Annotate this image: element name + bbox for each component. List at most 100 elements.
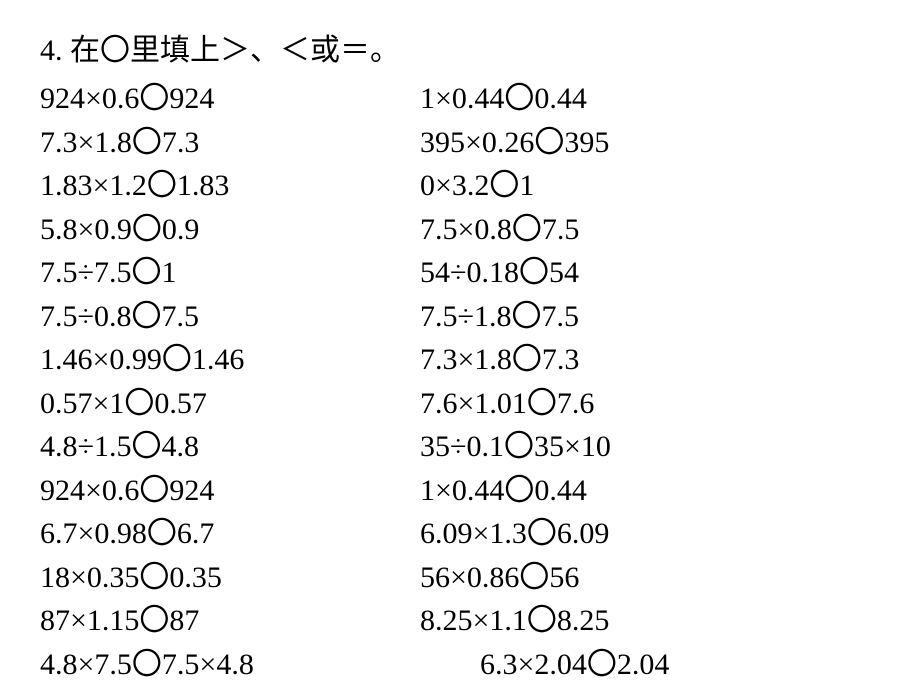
problem-row: 7.5÷0.8〇7.57.5÷1.8〇7.5 (40, 295, 880, 339)
problem-right: 56×0.86〇56 (420, 556, 579, 600)
expression-b: 4.8 (161, 430, 199, 463)
problem-right: 6.09×1.3〇6.09 (420, 512, 609, 556)
expression-a: 4.8÷1.5 (40, 430, 131, 463)
problem-right: 7.6×1.01〇7.6 (420, 382, 594, 426)
expression-b: 6.7 (177, 517, 215, 550)
expression-a: 4.8×7.5 (40, 648, 132, 681)
problem-right: 1×0.44〇0.44 (420, 77, 587, 121)
expression-a: 0.57×1 (40, 387, 124, 420)
problem-right: 7.3×1.8〇7.3 (420, 338, 579, 382)
problem-row: 1.46×0.99〇1.467.3×1.8〇7.3 (40, 338, 880, 382)
comparison-circle: 〇 (139, 556, 169, 600)
comparison-circle: 〇 (527, 382, 557, 426)
expression-a: 924×0.6 (40, 82, 139, 115)
problem-row: 87×1.15〇878.25×1.1〇8.25 (40, 599, 880, 643)
expression-a: 7.6×1.01 (420, 387, 527, 420)
problem-right: 35÷0.1〇35×10 (420, 425, 611, 469)
problem-left: 18×0.35〇0.35 (40, 556, 420, 600)
expression-b: 7.6 (557, 387, 595, 420)
expression-a: 18×0.35 (40, 561, 139, 594)
problem-left: 1.46×0.99〇1.46 (40, 338, 420, 382)
problem-left: 4.8×7.5〇7.5×4.8 (40, 643, 480, 687)
expression-a: 35÷0.1 (420, 430, 504, 463)
problem-right: 0×3.2〇1 (420, 164, 534, 208)
comparison-circle: 〇 (527, 512, 557, 556)
expression-b: 7.5 (541, 300, 579, 333)
comparison-circle: 〇 (131, 251, 161, 295)
expression-a: 1×0.44 (420, 474, 504, 507)
expression-a: 6.3×2.04 (480, 648, 587, 681)
comparison-circle: 〇 (512, 338, 542, 382)
expression-b: 1 (161, 256, 176, 289)
comparison-circle: 〇 (512, 208, 542, 252)
comparison-circle: 〇 (527, 599, 557, 643)
problem-row: 7.3×1.8〇7.3395×0.26〇395 (40, 121, 880, 165)
expression-b: 2.04 (617, 648, 670, 681)
problem-row: 924×0.6〇9241×0.44〇0.44 (40, 77, 880, 121)
comparison-circle: 〇 (139, 469, 169, 513)
expression-a: 7.5÷0.8 (40, 300, 131, 333)
comparison-circle: 〇 (504, 77, 534, 121)
expression-b: 6.09 (557, 517, 610, 550)
expression-b: 87 (169, 604, 199, 637)
problem-row-last: 4.8×7.5〇7.5×4.8 6.3×2.04〇2.04 (40, 643, 880, 687)
comparison-circle: 〇 (132, 121, 162, 165)
expression-b: 395 (564, 126, 609, 159)
problem-left: 7.5÷0.8〇7.5 (40, 295, 420, 339)
comparison-circle: 〇 (139, 77, 169, 121)
problem-row: 4.8÷1.5〇4.835÷0.1〇35×10 (40, 425, 880, 469)
problem-left: 87×1.15〇87 (40, 599, 420, 643)
expression-a: 7.5×0.8 (420, 213, 512, 246)
problem-row: 7.5÷7.5〇154÷0.18〇54 (40, 251, 880, 295)
problem-left: 7.5÷7.5〇1 (40, 251, 420, 295)
expression-a: 924×0.6 (40, 474, 139, 507)
problem-right: 395×0.26〇395 (420, 121, 609, 165)
expression-b: 1.83 (177, 169, 230, 202)
expression-b: 1 (519, 169, 534, 202)
expression-b: 56 (549, 561, 579, 594)
problem-row: 0.57×1〇0.577.6×1.01〇7.6 (40, 382, 880, 426)
expression-a: 56×0.86 (420, 561, 519, 594)
comparison-circle: 〇 (131, 425, 161, 469)
expression-b: 7.3 (162, 126, 200, 159)
problem-right: 6.3×2.04〇2.04 (480, 643, 669, 687)
comparison-circle: 〇 (504, 425, 534, 469)
problem-left: 1.83×1.2〇1.83 (40, 164, 420, 208)
comparison-circle: 〇 (489, 164, 519, 208)
comparison-circle: 〇 (147, 512, 177, 556)
problem-right: 7.5÷1.8〇7.5 (420, 295, 579, 339)
problem-left: 6.7×0.98〇6.7 (40, 512, 420, 556)
problem-left: 7.3×1.8〇7.3 (40, 121, 420, 165)
expression-a: 6.7×0.98 (40, 517, 147, 550)
expression-a: 8.25×1.1 (420, 604, 527, 637)
expression-a: 7.3×1.8 (420, 343, 512, 376)
expression-b: 7.5 (542, 213, 580, 246)
expression-b: 924 (169, 474, 214, 507)
comparison-circle: 〇 (519, 556, 549, 600)
problem-row: 18×0.35〇0.3556×0.86〇56 (40, 556, 880, 600)
expression-b: 0.57 (154, 387, 207, 420)
problem-right: 54÷0.18〇54 (420, 251, 579, 295)
expression-a: 7.5÷7.5 (40, 256, 131, 289)
expression-a: 1.46×0.99 (40, 343, 162, 376)
comparison-circle: 〇 (132, 643, 162, 687)
comparison-circle: 〇 (504, 469, 534, 513)
comparison-circle: 〇 (124, 382, 154, 426)
expression-a: 7.5÷1.8 (420, 300, 511, 333)
comparison-circle: 〇 (131, 295, 161, 339)
expression-b: 7.5 (161, 300, 199, 333)
problem-row: 924×0.6〇9241×0.44〇0.44 (40, 469, 880, 513)
problems-container: 924×0.6〇9241×0.44〇0.447.3×1.8〇7.3395×0.2… (40, 77, 880, 643)
comparison-circle: 〇 (511, 295, 541, 339)
expression-b: 54 (549, 256, 579, 289)
expression-a: 395×0.26 (420, 126, 534, 159)
expression-a: 0×3.2 (420, 169, 489, 202)
exercise-title: 4. 在〇里填上＞、＜或＝。 (40, 28, 880, 73)
expression-b: 7.5×4.8 (162, 648, 254, 681)
expression-b: 35×10 (534, 430, 611, 463)
comparison-circle: 〇 (132, 208, 162, 252)
expression-b: 1.46 (192, 343, 245, 376)
problem-row: 6.7×0.98〇6.76.09×1.3〇6.09 (40, 512, 880, 556)
problem-left: 924×0.6〇924 (40, 469, 420, 513)
expression-a: 1×0.44 (420, 82, 504, 115)
